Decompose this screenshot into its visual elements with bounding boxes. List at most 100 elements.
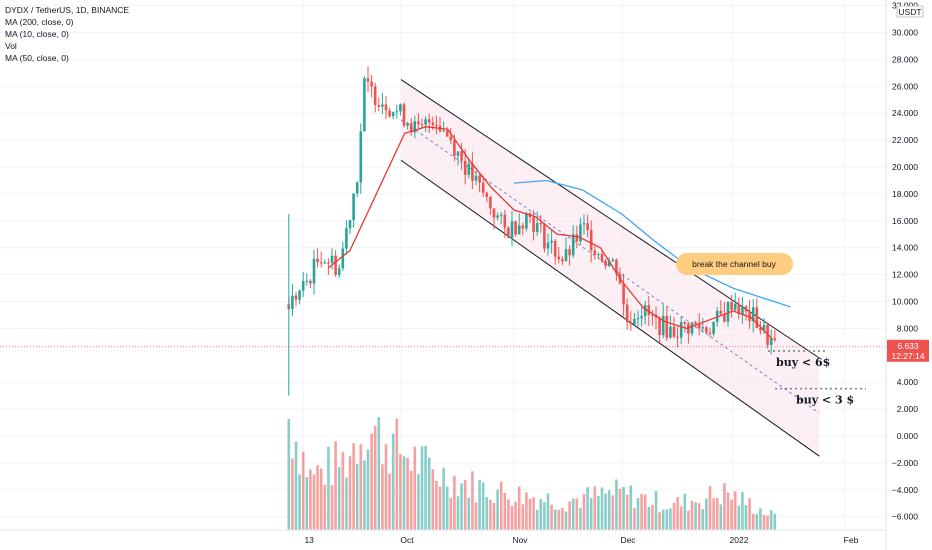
volume-bar (550, 504, 553, 530)
candle-body (564, 249, 568, 262)
volume-bar (658, 512, 661, 530)
candle-body (543, 224, 546, 249)
candle-body (748, 311, 751, 322)
candle-body (370, 81, 373, 87)
candle-body (485, 192, 489, 197)
price-tick-label: −2.000 (892, 458, 919, 468)
candle-body (492, 208, 496, 218)
candle-body (384, 104, 388, 111)
price-tick-label: 0.000 (897, 431, 919, 441)
candle-body (312, 258, 316, 284)
candle-body (579, 224, 582, 242)
volume-bar (629, 485, 633, 530)
volume-bar (377, 417, 381, 530)
volume-bar (647, 506, 651, 530)
volume-bar (420, 446, 424, 530)
candle-body (366, 78, 370, 82)
candle-body (499, 214, 503, 216)
volume-bar (528, 498, 532, 530)
candle-body (593, 250, 597, 255)
candle-body (471, 163, 474, 181)
volume-bar (510, 505, 514, 530)
volume-bar (762, 514, 766, 530)
channel-fill (401, 79, 820, 457)
volume-bar (417, 474, 420, 530)
legend-ma200[interactable]: MA (200, close, 0) (5, 17, 74, 27)
candle-body (546, 242, 550, 249)
price-tick-label: 8.000 (897, 323, 919, 333)
volume-bar (589, 497, 593, 530)
price-tick-label: 28.000 (892, 54, 918, 64)
candle-body (319, 262, 323, 264)
candle-body (561, 259, 564, 262)
volume-bar (449, 497, 453, 530)
volume-bar (485, 497, 489, 530)
callout-text: break the channel buy (692, 259, 776, 269)
legend-ma10[interactable]: MA (10, close, 0) (5, 29, 69, 39)
time-tick-label: Nov (512, 535, 528, 545)
candle-body (316, 258, 319, 263)
candle-body (629, 322, 633, 325)
legend-ma50[interactable]: MA (50, close, 0) (5, 53, 69, 63)
volume-bar (593, 486, 597, 530)
price-tick-label: 10.000 (892, 297, 918, 307)
volume-bar (406, 457, 409, 530)
candle-body (694, 322, 697, 324)
candle-body (755, 307, 759, 328)
candle-body (665, 316, 669, 338)
volume-bar (499, 481, 503, 530)
volume-bar (323, 484, 327, 530)
price-tick-label: −4.000 (892, 485, 919, 495)
buy-label-6: buy < 6$ (776, 356, 830, 369)
candle-body (633, 318, 636, 325)
candle-body (445, 130, 449, 137)
candle-body (442, 130, 445, 132)
price-countdown: 12:27:14 (891, 351, 924, 361)
candle-body (679, 321, 683, 338)
volume-bar (561, 507, 564, 530)
volume-bar (298, 474, 301, 530)
volume-bar (715, 497, 719, 530)
volume-bar (467, 497, 471, 530)
volume-bar (312, 474, 316, 530)
ma50-line (513, 179, 791, 308)
candle-body (697, 323, 701, 329)
ma10-line (327, 126, 774, 340)
volume-bar (409, 470, 413, 530)
volume-bar (316, 465, 319, 530)
volume-bar (517, 486, 521, 530)
candle-body (615, 259, 618, 274)
currency-label: USDT (898, 7, 921, 17)
candle-body (532, 217, 535, 232)
volume-bar (571, 498, 575, 530)
volume-bar (489, 499, 492, 530)
volume-bar (672, 502, 676, 530)
candle-body (712, 321, 715, 334)
candle-body (298, 290, 301, 300)
volume-bar (546, 493, 550, 530)
candle-body (535, 223, 539, 232)
volume-bar (481, 482, 485, 530)
candle-body (507, 227, 510, 239)
volume-bar (744, 505, 748, 530)
annotations[interactable]: break the channel buy buy < 6$ buy < 3 $ (0, 253, 886, 407)
candle-body (683, 321, 687, 324)
candle-body (759, 327, 762, 331)
candle-body (417, 121, 420, 125)
volume-bar (539, 498, 543, 530)
candle-body (510, 221, 514, 239)
volume-bar (435, 480, 438, 530)
candle-body (363, 78, 366, 132)
volume-bar (759, 508, 762, 530)
candle-body (352, 193, 355, 221)
legend-vol[interactable]: Vol (5, 41, 17, 51)
candle-body (399, 104, 402, 112)
candle-body (762, 325, 766, 331)
volume-bar (737, 505, 741, 530)
candle-body (345, 228, 348, 249)
candle-body (327, 262, 330, 264)
time-tick-label: 13 (304, 535, 314, 545)
volume-bar (741, 491, 744, 530)
volume-bar (618, 488, 622, 530)
